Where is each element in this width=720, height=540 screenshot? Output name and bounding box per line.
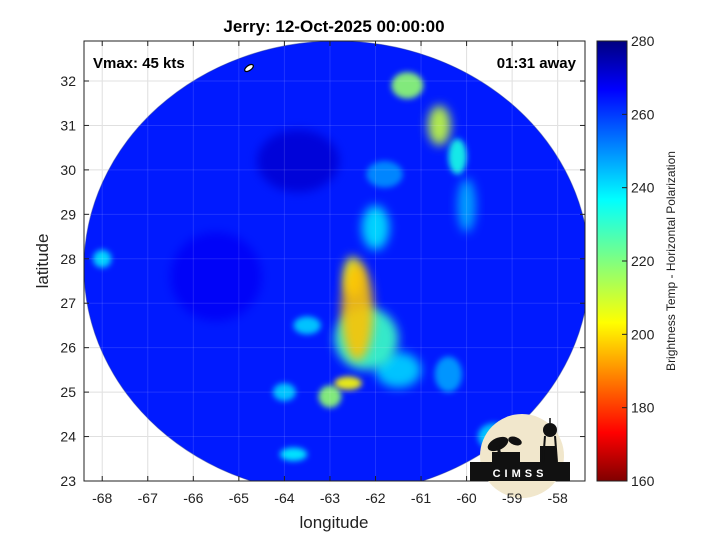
time-away-text: 01:31 away	[497, 55, 577, 72]
colorbar-tick-label: 260	[631, 106, 655, 122]
convective-feature	[448, 138, 467, 175]
cimss-logo: CIMSS	[470, 414, 570, 498]
convective-feature	[427, 105, 451, 146]
storm-marker	[244, 63, 254, 73]
brightness-temp-swath	[84, 41, 585, 481]
convective-feature	[170, 232, 262, 321]
y-tick-label: 32	[60, 73, 76, 89]
x-tick-label: -63	[320, 490, 340, 506]
y-tick-label: 31	[60, 117, 76, 133]
y-tick-marks	[84, 80, 585, 482]
chart-title: Jerry: 12-Oct-2025 00:00:00	[223, 17, 444, 36]
colorbar-label: Brightness Temp - Horizontal Polarizatio…	[664, 151, 678, 371]
convective-feature	[366, 161, 403, 188]
convective-feature	[318, 385, 342, 408]
colorbar-tick-label: 220	[631, 253, 655, 269]
convective-feature	[279, 447, 308, 462]
y-tick-label: 24	[60, 429, 76, 445]
x-tick-label: -66	[183, 490, 203, 506]
y-tick-label: 28	[60, 251, 76, 267]
convective-feature	[457, 178, 476, 233]
colorbar-tick-label: 180	[631, 400, 655, 416]
x-tick-label: -61	[411, 490, 431, 506]
y-tick-label: 25	[60, 384, 76, 400]
plot-area: Vmax: 45 kts 01:31 away CIMSS	[83, 40, 586, 498]
x-tick-label: -59	[502, 490, 522, 506]
y-tick-label: 29	[60, 206, 76, 222]
colorbar-ticks: 160 180 200 220 240 260 280	[622, 33, 655, 489]
convective-feature	[273, 383, 296, 401]
x-tick-label: -60	[456, 490, 476, 506]
convective-feature	[361, 205, 390, 250]
colorbar-tick-label: 240	[631, 180, 655, 196]
x-tick-label: -67	[138, 490, 158, 506]
convective-feature	[434, 356, 463, 393]
y-tick-label: 27	[60, 295, 76, 311]
plot-frame	[83, 40, 586, 482]
y-axis-label: latitude	[33, 234, 52, 289]
x-tick-label: -64	[274, 490, 294, 506]
x-tick-labels: -68 -67 -66 -65 -64 -63 -62 -61 -60 -59 -58	[92, 490, 568, 506]
colorbar-tick-label: 160	[631, 473, 655, 489]
convective-feature	[293, 316, 321, 335]
x-tick-label: -62	[365, 490, 385, 506]
y-tick-labels: 23 24 25 26 27 28 29 30 31 32	[60, 73, 76, 489]
x-tick-label: -68	[92, 490, 112, 506]
y-tick-label: 26	[60, 340, 76, 356]
logo-text: CIMSS	[493, 468, 548, 480]
convective-feature	[257, 129, 340, 193]
vmax-text: Vmax: 45 kts	[93, 55, 185, 72]
feature-layer	[93, 72, 510, 462]
convective-feature	[93, 249, 112, 268]
x-tick-label: -65	[229, 490, 249, 506]
y-tick-label: 23	[60, 473, 76, 489]
colorbar-tick-label: 200	[631, 326, 655, 342]
x-axis-label: longitude	[299, 513, 368, 532]
convective-feature	[341, 263, 374, 361]
convective-feature	[334, 376, 362, 390]
colorbar: 160 180 200 220 240 260 280 Brightness Temp - …	[596, 33, 678, 489]
convective-feature	[391, 72, 424, 99]
x-tick-label: -58	[548, 490, 568, 506]
y-tick-label: 30	[60, 162, 76, 178]
colorbar-tick-label: 280	[631, 33, 655, 49]
